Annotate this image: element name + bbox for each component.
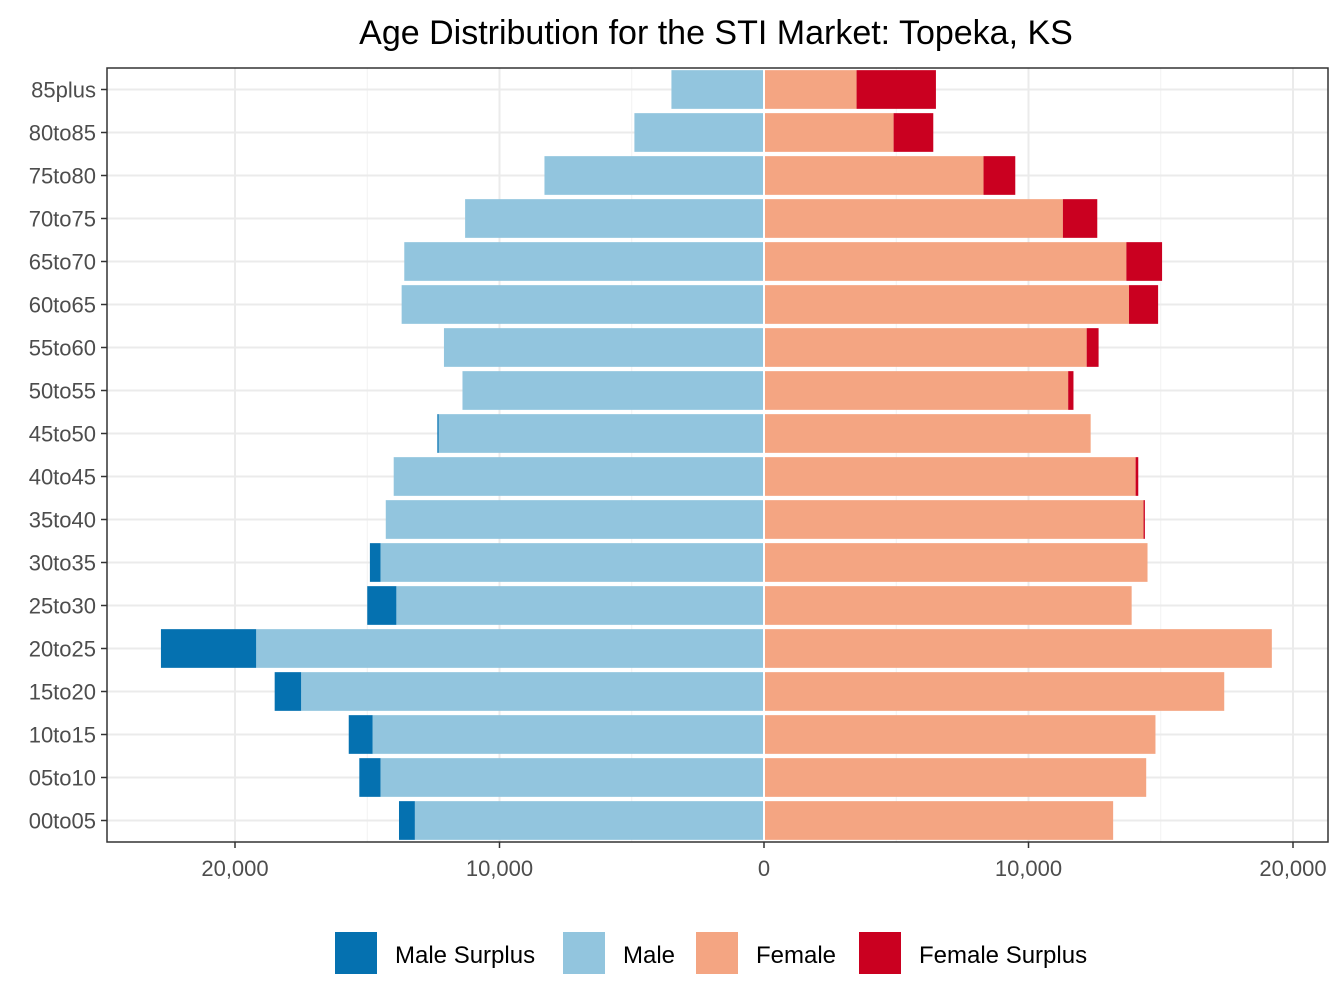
bar-female-60to65 [764,285,1130,324]
legend-swatch [335,932,377,974]
bar-male-surplus-15to20 [274,672,302,711]
bar-male-10to15 [372,715,764,754]
x-tick-label: 10,000 [995,856,1062,881]
bar-female-75to80 [764,156,984,195]
bar-male-80to85 [634,113,764,152]
y-tick-label: 55to60 [29,336,96,361]
bar-female-10to15 [764,715,1156,754]
bar-female-05to10 [764,758,1147,797]
bar-male-85plus [671,70,764,109]
bar-female-35to40 [764,500,1144,539]
legend-swatch [859,932,901,974]
x-tick-label: 10,000 [466,856,533,881]
bar-female-85plus [764,70,857,109]
bar-female-70to75 [764,199,1063,238]
bar-female-surplus-40to45 [1135,457,1139,496]
legend: Male Surplus Male Female Female Surplus [335,932,1087,974]
bar-female-surplus-55to60 [1086,328,1099,367]
y-tick-label: 25to30 [29,594,96,619]
y-tick-label: 60to65 [29,293,96,318]
legend-swatch [563,932,605,974]
bar-female-80to85 [764,113,894,152]
bar-female-surplus-60to65 [1129,285,1159,324]
bar-female-surplus-70to75 [1062,199,1098,238]
y-tick-label: 45to50 [29,422,96,447]
plot-background [107,68,1328,842]
bar-female-00to05 [764,801,1114,840]
bar-male-30to35 [380,543,764,582]
x-tick-label: 20,000 [1259,856,1326,881]
y-tick-label: 30to35 [29,551,96,576]
y-tick-label: 70to75 [29,207,96,232]
x-axis-ticks: 20,000 10,000 0 10,000 20,000 [201,842,1327,881]
bar-female-40to45 [764,457,1136,496]
y-axis-ticks: 85plus 80to85 75to80 70to75 65to70 60to65 55to… [29,78,107,834]
legend-swatch [696,932,738,974]
bar-male-50to55 [462,371,764,410]
bar-female-surplus-80to85 [893,113,934,152]
bar-male-surplus-45to50 [437,414,439,453]
y-tick-label: 50to55 [29,379,96,404]
y-tick-label: 75to80 [29,164,96,189]
bar-male-55to60 [443,328,764,367]
bar-female-50to55 [764,371,1069,410]
bar-male-70to75 [465,199,764,238]
legend-label: Male Surplus [395,942,535,969]
bar-male-75to80 [544,156,764,195]
y-tick-label: 40to45 [29,465,96,490]
bar-female-15to20 [764,672,1225,711]
bar-male-00to05 [414,801,764,840]
chart-title: Age Distribution for the STI Market: Top… [359,14,1073,52]
bar-female-20to25 [764,629,1272,668]
bar-male-surplus-00to05 [398,801,415,840]
x-tick-label: 20,000 [201,856,268,881]
bars-group [106,67,1329,843]
bar-male-05to10 [380,758,764,797]
bar-female-65to70 [764,242,1127,281]
bar-female-30to35 [764,543,1148,582]
bar-female-25to30 [764,586,1132,625]
y-tick-label: 65to70 [29,250,96,275]
legend-label: Female Surplus [919,942,1087,969]
bar-female-surplus-85plus [856,70,936,109]
x-tick-label: 0 [758,856,770,881]
y-tick-label: 85plus [31,78,96,103]
bar-male-35to40 [385,500,764,539]
bar-female-surplus-65to70 [1126,242,1163,281]
legend-label: Female [756,942,836,969]
bar-male-15to20 [301,672,764,711]
bar-male-25to30 [396,586,764,625]
bar-male-45to50 [438,414,764,453]
legend-label: Male [623,942,675,969]
bar-male-surplus-20to25 [160,629,257,668]
bar-male-surplus-30to35 [369,543,381,582]
bar-female-55to60 [764,328,1087,367]
bar-male-surplus-05to10 [359,758,381,797]
bar-male-60to65 [401,285,764,324]
bar-male-65to70 [404,242,764,281]
y-tick-label: 00to05 [29,809,96,834]
bar-female-surplus-75to80 [983,156,1016,195]
bar-male-surplus-10to15 [348,715,373,754]
y-tick-label: 10to15 [29,723,96,748]
plot-border [106,67,1329,843]
y-tick-label: 80to85 [29,121,96,146]
bar-male-40to45 [393,457,764,496]
bar-male-surplus-25to30 [367,586,397,625]
bar-female-surplus-35to40 [1143,500,1145,539]
plot-area [107,68,1328,842]
y-tick-label: 35to40 [29,508,96,533]
y-tick-label: 15to20 [29,680,96,705]
bar-female-45to50 [764,414,1091,453]
bar-male-20to25 [256,629,764,668]
y-tick-label: 20to25 [29,637,96,662]
y-tick-label: 05to10 [29,766,96,791]
bar-female-surplus-50to55 [1068,371,1074,410]
